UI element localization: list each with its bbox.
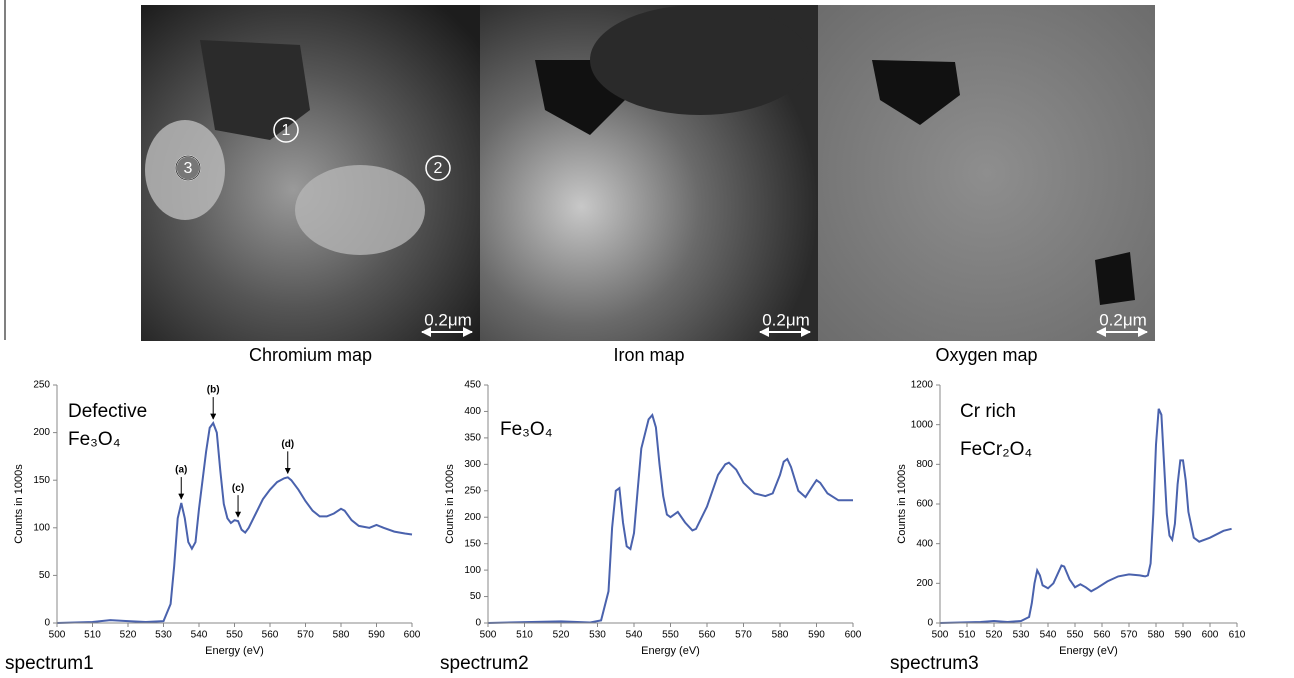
y-tick-label: 300 bbox=[464, 459, 481, 470]
x-tick-label: 580 bbox=[772, 630, 789, 641]
y-tick-label: 100 bbox=[33, 522, 50, 533]
y-tick-label: 0 bbox=[44, 618, 50, 629]
x-tick-label: 510 bbox=[84, 630, 101, 641]
y-axis-label: Counts in 1000s bbox=[896, 464, 908, 544]
y-tick-label: 150 bbox=[464, 538, 481, 549]
region-marker-label: 3 bbox=[184, 160, 193, 177]
x-axis-label: Energy (eV) bbox=[205, 645, 264, 657]
y-tick-label: 50 bbox=[470, 591, 482, 602]
page: {"maps": [ {"caption": "Chromium map", "… bbox=[0, 0, 1294, 678]
annotation: Fe₃O₄ bbox=[500, 419, 553, 440]
scale-label: 0.2μm bbox=[1099, 310, 1147, 329]
map-caption: Iron map bbox=[613, 345, 684, 365]
y-tick-label: 150 bbox=[33, 475, 50, 486]
annotation: Fe₃O₄ bbox=[68, 429, 121, 450]
spectrum-caption: spectrum2 bbox=[440, 653, 529, 674]
scale-label: 0.2μm bbox=[424, 310, 472, 329]
map-caption: Chromium map bbox=[249, 345, 372, 365]
x-tick-label: 550 bbox=[226, 630, 243, 641]
y-tick-label: 50 bbox=[39, 570, 51, 581]
y-tick-label: 600 bbox=[916, 499, 933, 510]
map-dark bbox=[590, 5, 810, 115]
x-tick-label: 610 bbox=[1229, 630, 1246, 641]
y-tick-label: 1200 bbox=[911, 380, 934, 391]
peak-label: (c) bbox=[232, 483, 244, 494]
x-tick-label: 540 bbox=[626, 630, 643, 641]
map-caption: Oxygen map bbox=[935, 345, 1037, 365]
x-axis-label: Energy (eV) bbox=[1059, 645, 1118, 657]
y-tick-label: 400 bbox=[916, 538, 933, 549]
map-grain bbox=[295, 165, 425, 255]
y-tick-label: 350 bbox=[464, 433, 481, 444]
x-tick-label: 520 bbox=[120, 630, 137, 641]
x-tick-label: 560 bbox=[699, 630, 716, 641]
peak-label: (b) bbox=[207, 385, 220, 396]
x-tick-label: 530 bbox=[1013, 630, 1030, 641]
map-images bbox=[141, 5, 1155, 341]
y-tick-label: 1000 bbox=[911, 419, 934, 430]
y-tick-label: 250 bbox=[33, 380, 50, 391]
y-tick-label: 100 bbox=[464, 565, 481, 576]
y-tick-label: 0 bbox=[927, 618, 933, 629]
y-tick-label: 450 bbox=[464, 380, 481, 391]
y-tick-label: 200 bbox=[464, 512, 481, 523]
y-axis-label: Counts in 1000s bbox=[13, 464, 25, 544]
annotation: FeCr₂O₄ bbox=[960, 439, 1032, 460]
annotation: Defective bbox=[68, 401, 147, 422]
x-tick-label: 500 bbox=[480, 630, 497, 641]
peak-label: (d) bbox=[281, 439, 294, 450]
peak-label: (a) bbox=[175, 465, 187, 476]
map-void bbox=[1095, 252, 1135, 305]
scale-label: 0.2μm bbox=[762, 310, 810, 329]
x-tick-label: 550 bbox=[1067, 630, 1084, 641]
x-tick-label: 590 bbox=[808, 630, 825, 641]
region-marker-label: 2 bbox=[434, 160, 443, 177]
x-tick-label: 590 bbox=[1175, 630, 1192, 641]
y-tick-label: 200 bbox=[916, 578, 933, 589]
x-tick-label: 500 bbox=[49, 630, 66, 641]
annotation: Cr rich bbox=[960, 401, 1016, 422]
x-tick-label: 510 bbox=[959, 630, 976, 641]
spectrum-line bbox=[57, 423, 412, 623]
x-tick-label: 550 bbox=[662, 630, 679, 641]
y-tick-label: 250 bbox=[464, 485, 481, 496]
spectrum-caption: spectrum1 bbox=[5, 653, 94, 674]
x-tick-label: 570 bbox=[1121, 630, 1138, 641]
x-tick-label: 600 bbox=[1202, 630, 1219, 641]
spectrum-caption: spectrum3 bbox=[890, 653, 979, 674]
x-tick-label: 520 bbox=[986, 630, 1003, 641]
x-tick-label: 560 bbox=[1094, 630, 1111, 641]
x-tick-label: 540 bbox=[1040, 630, 1057, 641]
x-tick-label: 600 bbox=[404, 630, 421, 641]
x-tick-label: 500 bbox=[932, 630, 949, 641]
region-marker-label: 1 bbox=[282, 122, 291, 139]
y-tick-label: 400 bbox=[464, 406, 481, 417]
y-tick-label: 800 bbox=[916, 459, 933, 470]
x-tick-label: 530 bbox=[155, 630, 172, 641]
figure: Chromium map 0.2μm 1 2 3 Iron map 0.2μm Oxygen … bbox=[0, 0, 1294, 678]
x-tick-label: 560 bbox=[262, 630, 279, 641]
x-tick-label: 510 bbox=[516, 630, 533, 641]
x-tick-label: 530 bbox=[589, 630, 606, 641]
y-axis-label: Counts in 1000s bbox=[444, 464, 456, 544]
x-tick-label: 570 bbox=[297, 630, 314, 641]
x-axis-label: Energy (eV) bbox=[641, 645, 700, 657]
spectrum-line bbox=[488, 415, 853, 623]
x-tick-label: 570 bbox=[735, 630, 752, 641]
y-tick-label: 200 bbox=[33, 427, 50, 438]
x-tick-label: 580 bbox=[333, 630, 350, 641]
x-tick-label: 590 bbox=[368, 630, 385, 641]
x-tick-label: 600 bbox=[845, 630, 862, 641]
x-tick-label: 580 bbox=[1148, 630, 1165, 641]
x-tick-label: 520 bbox=[553, 630, 570, 641]
x-tick-label: 540 bbox=[191, 630, 208, 641]
y-tick-label: 0 bbox=[475, 618, 481, 629]
